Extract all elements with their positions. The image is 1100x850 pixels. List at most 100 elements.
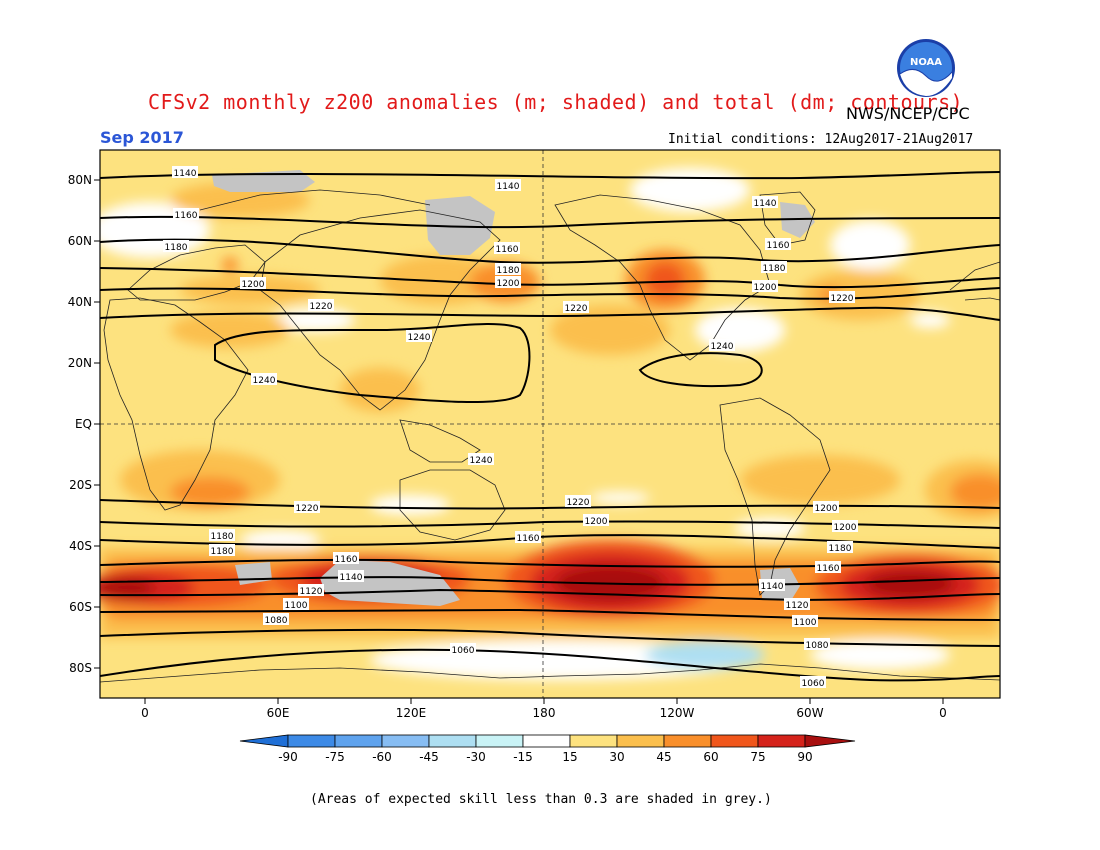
svg-text:1120: 1120	[300, 587, 323, 597]
colorbar-segment	[334, 734, 383, 748]
contour-label: 1080	[804, 638, 830, 651]
svg-text:1140: 1140	[340, 573, 363, 583]
lat-label: 60S	[69, 600, 92, 614]
svg-text:1200: 1200	[815, 504, 838, 514]
svg-text:1220: 1220	[567, 498, 590, 508]
lon-label: 0	[141, 706, 149, 720]
colorbar-segment	[616, 734, 665, 748]
contour-label: 1140	[172, 166, 198, 179]
svg-text:1220: 1220	[831, 294, 854, 304]
lat-label: 60N	[68, 234, 92, 248]
colorbar-tick-label: 90	[797, 750, 812, 764]
noaa-logo-icon: NOAA	[897, 39, 955, 97]
contour-label: 1200	[832, 520, 858, 533]
svg-text:1120: 1120	[786, 601, 809, 611]
svg-text:1140: 1140	[754, 199, 777, 209]
lat-label: 80S	[69, 661, 92, 675]
contour-label: 1160	[765, 238, 791, 251]
logo-text: NOAA	[910, 57, 942, 68]
svg-text:1080: 1080	[806, 641, 829, 651]
svg-text:1180: 1180	[211, 532, 234, 542]
colorbar-segment	[522, 734, 571, 748]
contour-label: 1200	[752, 280, 778, 293]
contour-label: 1200	[240, 277, 266, 290]
lon-label: 120E	[396, 706, 427, 720]
colorbar-tick-label: -60	[372, 750, 392, 764]
svg-text:1200: 1200	[754, 283, 777, 293]
contour-label: 1220	[829, 291, 855, 304]
colorbar-tick-label: 75	[750, 750, 765, 764]
svg-text:1240: 1240	[408, 333, 431, 343]
contour-label: 1180	[163, 240, 189, 253]
svg-text:1060: 1060	[802, 679, 825, 689]
lon-label: 60W	[796, 706, 823, 720]
contour-label: 1220	[294, 501, 320, 514]
contour-label: 1180	[209, 544, 235, 557]
lon-label: 60E	[267, 706, 290, 720]
lon-label: 120W	[660, 706, 695, 720]
lat-label: 40S	[69, 539, 92, 553]
colorbar-segment	[475, 734, 524, 748]
contour-label: 1060	[800, 676, 826, 689]
initial-conditions: Initial conditions: 12Aug2017-21Aug2017	[668, 132, 974, 147]
colorbar-segment	[287, 734, 336, 748]
colorbar-tick-label: -75	[325, 750, 345, 764]
colorbar-tick-label: 60	[703, 750, 718, 764]
contour-label: 1140	[495, 179, 521, 192]
contour-label: 1160	[333, 552, 359, 565]
lat-label: 20N	[68, 356, 92, 370]
colorbar-tick-label: -15	[513, 750, 533, 764]
lat-label: 40N	[68, 295, 92, 309]
svg-text:1160: 1160	[175, 211, 198, 221]
svg-text:1180: 1180	[497, 266, 520, 276]
colorbar-tick-label: -90	[278, 750, 298, 764]
colorbar: -90 -75 -60 -45 -30 -15 15 30 45 60 75 90	[239, 734, 856, 764]
contour-label: 1200	[583, 514, 609, 527]
contour-label: 1120	[784, 598, 810, 611]
contour-label: 1080	[263, 613, 289, 626]
colorbar-segment	[757, 734, 806, 748]
lon-label: 180	[533, 706, 556, 720]
contour-label: 1220	[563, 301, 589, 314]
svg-text:1160: 1160	[335, 555, 358, 565]
anomaly-map: 1140 1140 1140 1160 1160 1160 1180 1180 1180 1200…	[68, 149, 1001, 764]
svg-text:1100: 1100	[285, 601, 308, 611]
svg-text:1060: 1060	[452, 646, 475, 656]
svg-text:1220: 1220	[296, 504, 319, 514]
forecast-month: Sep 2017	[100, 128, 184, 147]
svg-text:1200: 1200	[497, 279, 520, 289]
svg-text:1160: 1160	[496, 245, 519, 255]
colorbar-segment	[569, 734, 618, 748]
contour-label: 1120	[298, 584, 324, 597]
colorbar-segment	[663, 734, 712, 748]
contour-label: 1160	[173, 208, 199, 221]
contour-label: 1240	[251, 373, 277, 386]
colorbar-tick-label: -30	[466, 750, 486, 764]
contour-label: 1220	[565, 495, 591, 508]
contour-label: 1240	[709, 339, 735, 352]
colorbar-segment	[428, 734, 477, 748]
contour-label: 1140	[759, 579, 785, 592]
lat-label: 80N	[68, 173, 92, 187]
contour-labels: 1140 1140 1140 1160 1160 1160 1180 1180 1180 1200…	[163, 166, 858, 689]
svg-text:1240: 1240	[711, 342, 734, 352]
colorbar-segment	[710, 734, 759, 748]
contour-label: 1200	[813, 501, 839, 514]
contour-label: 1140	[338, 570, 364, 583]
contour-label: 1200	[495, 276, 521, 289]
svg-text:1200: 1200	[834, 523, 857, 533]
contour-label: 1160	[815, 561, 841, 574]
svg-text:1140: 1140	[761, 582, 784, 592]
contour-label: 1240	[406, 330, 432, 343]
svg-text:1200: 1200	[242, 280, 265, 290]
svg-text:1180: 1180	[829, 544, 852, 554]
colorbar-tick-label: 45	[656, 750, 671, 764]
lat-label: 20S	[69, 478, 92, 492]
contour-label: 1140	[752, 196, 778, 209]
chart-title: CFSv2 monthly z200 anomalies (m; shaded)…	[148, 90, 964, 114]
svg-text:1140: 1140	[497, 182, 520, 192]
latitude-labels: 80N 60N 40N 20N EQ 20S 40S 60S 80S	[68, 173, 100, 675]
svg-text:1180: 1180	[165, 243, 188, 253]
svg-text:1080: 1080	[265, 616, 288, 626]
colorbar-tick-label: -45	[419, 750, 439, 764]
